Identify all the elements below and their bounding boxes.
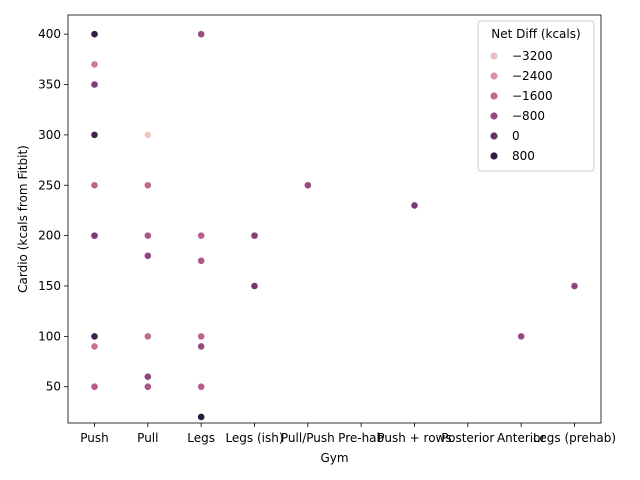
- y-tick-label: 400: [38, 27, 61, 41]
- data-point: [90, 181, 99, 190]
- data-point: [90, 342, 99, 351]
- legend-marker: [490, 72, 498, 80]
- data-point: [197, 231, 206, 240]
- plot-area: [67, 14, 602, 424]
- data-point: [90, 30, 99, 39]
- x-tick-label: Legs (prehab): [533, 431, 616, 445]
- y-tick-label: 50: [46, 380, 61, 394]
- x-axis-label: Gym: [320, 451, 348, 465]
- legend-marker: [490, 52, 498, 60]
- x-tick-label: Pre-hab: [338, 431, 384, 445]
- y-axis-ticks: 50 100 150 200 250 300 350 400: [38, 27, 68, 394]
- x-tick-label: Legs (ish): [225, 431, 283, 445]
- data-point: [143, 382, 152, 391]
- legend-entry-label: 800: [512, 149, 535, 163]
- data-point: [143, 181, 152, 190]
- x-tick-label: Anterior: [497, 431, 546, 445]
- y-tick-label: 200: [38, 229, 61, 243]
- data-point: [517, 332, 526, 341]
- x-tick-label: Legs: [187, 431, 215, 445]
- y-tick-label: 100: [38, 329, 61, 343]
- data-point: [90, 231, 99, 240]
- data-point: [143, 251, 152, 260]
- legend-entry-label: −3200: [512, 49, 553, 63]
- x-tick-label: Posterior: [441, 431, 494, 445]
- data-point: [90, 60, 99, 69]
- data-point: [250, 231, 259, 240]
- y-axis-label: Cardio (kcals from Fitbit): [16, 145, 30, 293]
- data-point: [410, 201, 419, 210]
- legend-box: [477, 20, 595, 172]
- x-tick-label: Push + rows: [377, 431, 451, 445]
- legend-entry-label: 0: [512, 129, 520, 143]
- y-tick-label: 300: [38, 128, 61, 142]
- data-points: [90, 30, 579, 421]
- data-point: [143, 130, 152, 139]
- data-point: [143, 231, 152, 240]
- legend-marker: [490, 132, 498, 140]
- data-point: [197, 342, 206, 351]
- x-tick-label: Pull: [137, 431, 158, 445]
- data-point: [90, 332, 99, 341]
- data-point: [90, 130, 99, 139]
- x-tick-label: Push: [80, 431, 109, 445]
- data-point: [197, 256, 206, 265]
- legend-marker: [490, 92, 498, 100]
- data-point: [90, 382, 99, 391]
- legend-marker: [490, 152, 498, 160]
- data-point: [570, 282, 579, 290]
- data-point: [197, 30, 206, 39]
- data-point: [90, 80, 99, 89]
- data-point: [143, 372, 152, 381]
- y-tick-label: 150: [38, 279, 61, 293]
- legend-title: Net Diff (kcals): [491, 27, 580, 41]
- x-axis-ticks: Push Pull Legs Legs (ish)Pull/Push Pre-habPu…: [80, 423, 616, 445]
- data-point: [143, 332, 152, 341]
- legend-marker: [490, 112, 498, 120]
- x-tick-label: Pull/Push: [281, 431, 335, 445]
- legend: Net Diff (kcals) −3200 −2400 −1600 −800 0 800: [477, 20, 595, 172]
- data-point: [197, 413, 206, 421]
- data-point: [197, 382, 206, 391]
- data-point: [303, 181, 312, 190]
- legend-entry-label: −1600: [512, 89, 553, 103]
- y-tick-label: 350: [38, 78, 61, 92]
- y-tick-label: 250: [38, 178, 61, 192]
- legend-entry-label: −2400: [512, 69, 553, 83]
- data-point: [197, 332, 206, 341]
- data-point: [250, 282, 259, 290]
- legend-entry-label: −800: [512, 109, 545, 123]
